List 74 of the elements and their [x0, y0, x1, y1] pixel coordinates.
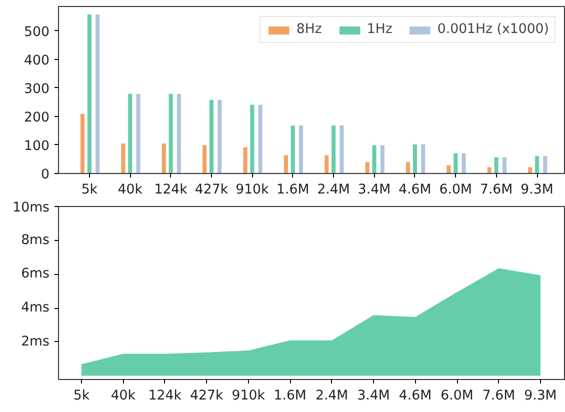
bar — [380, 145, 384, 174]
x-tick-label: 427k — [190, 388, 224, 404]
x-tick-label: 124k — [148, 388, 182, 404]
x-tick-label: 124k — [154, 182, 188, 198]
bar — [446, 165, 451, 174]
legend-label: 8Hz — [296, 22, 322, 37]
x-tick-label: 427k — [194, 182, 228, 198]
x-tick-label: 3.4M — [358, 182, 391, 198]
y-tick-label: 100 — [24, 138, 50, 154]
bar — [209, 100, 214, 174]
y-tick-label: 0 — [41, 168, 50, 182]
bar — [298, 126, 304, 174]
y-tick-label: 8ms — [21, 232, 50, 248]
x-tick-label: 40k — [110, 388, 136, 404]
bar — [162, 144, 166, 174]
y-tick-label: 10ms — [12, 200, 50, 216]
bar — [136, 94, 140, 174]
bar — [421, 144, 426, 174]
x-tick-label: 4.6M — [398, 182, 432, 198]
bar — [365, 162, 370, 174]
y-tick-label: 200 — [24, 110, 50, 126]
bar — [87, 14, 92, 174]
bar — [534, 156, 540, 174]
x-tick-label: 40k — [118, 182, 143, 198]
bar — [412, 144, 417, 174]
bar — [406, 162, 410, 174]
bar — [96, 14, 100, 174]
y-tick-label: 500 — [24, 24, 50, 40]
x-tick-label: 1.6M — [276, 182, 310, 198]
bar — [462, 153, 466, 174]
bar — [372, 145, 376, 174]
y-tick-label: 6ms — [21, 266, 50, 282]
x-tick-label: 5k — [73, 388, 90, 404]
x-tick-label: 6.0M — [439, 182, 472, 198]
x-tick-label: 910k — [236, 182, 270, 198]
y-tick-label: 4ms — [21, 300, 50, 316]
y-tick-label: 400 — [24, 53, 50, 68]
bar — [243, 147, 248, 174]
bar — [332, 126, 336, 174]
x-tick-label: 2.4M — [315, 388, 348, 404]
x-tick-label: 6.0M — [440, 388, 474, 404]
x-tick-label: 7.6M — [482, 388, 516, 404]
x-tick-label: 5k — [81, 182, 98, 198]
legend-label: 1Hz — [366, 22, 392, 37]
y-tick-label: 300 — [24, 82, 50, 97]
x-tick-label: 9.3M — [520, 182, 554, 198]
bar — [80, 114, 85, 174]
bar — [202, 145, 207, 174]
x-tick-label: 9.3M — [524, 388, 557, 404]
x-tick-label: 2.4M — [317, 182, 350, 198]
x-tick-label: 910k — [232, 388, 266, 404]
bar — [168, 94, 173, 174]
bar — [121, 144, 126, 174]
bar — [290, 126, 295, 174]
y-tick-label: 2ms — [21, 334, 50, 350]
bar — [128, 94, 132, 174]
bar — [258, 104, 262, 174]
bar — [494, 157, 498, 174]
bar — [528, 167, 532, 174]
x-tick-label: 3.4M — [357, 388, 390, 404]
bar — [487, 167, 492, 174]
bar — [543, 156, 548, 174]
x-tick-label: 4.6M — [398, 388, 432, 404]
bar — [250, 104, 254, 174]
bar — [284, 155, 288, 174]
bar — [502, 157, 506, 174]
bar — [454, 153, 458, 174]
bar — [340, 126, 344, 174]
legend-label: 0.001Hz (x1000) — [437, 22, 549, 37]
bar — [176, 94, 181, 174]
bar — [324, 155, 329, 174]
bar — [218, 100, 222, 174]
x-tick-label: 7.6M — [480, 182, 513, 198]
x-tick-label: 1.6M — [274, 388, 306, 404]
